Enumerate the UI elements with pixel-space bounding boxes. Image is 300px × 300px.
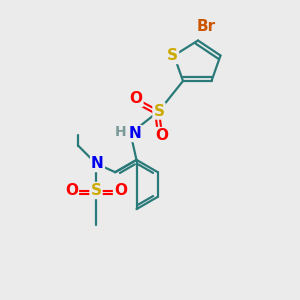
Text: S: S [91,183,101,198]
Text: Br: Br [197,19,216,34]
Text: S: S [167,48,178,63]
Text: O: O [155,128,169,143]
Text: N: N [91,156,104,171]
Text: O: O [114,183,127,198]
Text: O: O [129,91,142,106]
Text: O: O [65,183,78,198]
Text: N: N [129,126,141,141]
Text: S: S [154,103,164,118]
Text: H: H [115,125,127,139]
